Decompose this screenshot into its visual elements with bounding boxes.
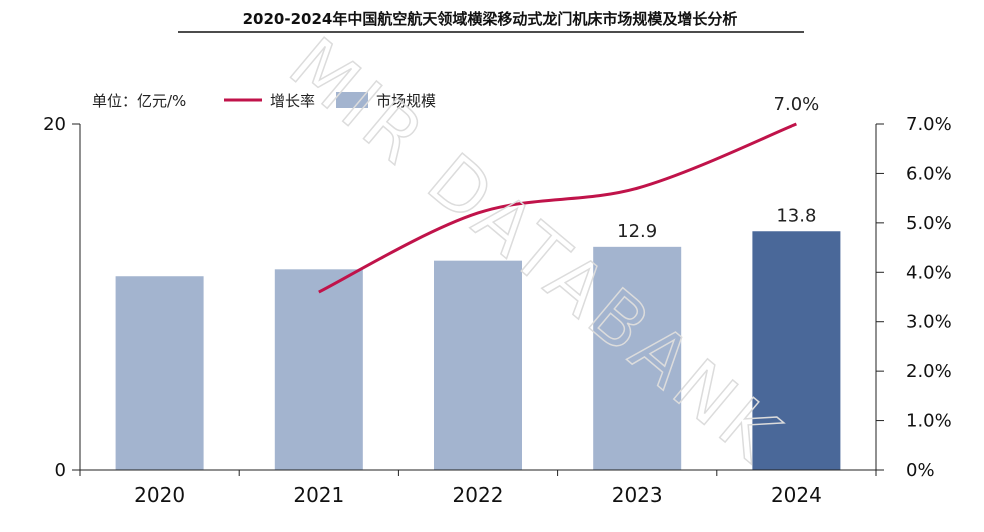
legend-bar-swatch (336, 92, 368, 108)
x-tick-label-2022: 2022 (453, 483, 504, 507)
line-data-label-2024: 7.0% (774, 94, 820, 115)
legend: 单位：亿元/% 增长率 市场规模 (92, 92, 436, 110)
right-tick-label: 7.0% (906, 114, 952, 135)
x-tick-label-2024: 2024 (771, 483, 822, 507)
x-axis-ticks: 2020 2021 2022 2023 2024 (79, 470, 877, 507)
bar-2020 (115, 276, 204, 470)
bar-2021 (274, 269, 363, 470)
left-tick-label: 0 (55, 460, 66, 481)
legend-growth-label: 增长率 (270, 92, 315, 110)
bar-data-label-2023: 12.9 (617, 221, 657, 242)
line-series (318, 122, 797, 294)
data-labels: 12.9 13.8 7.0% (617, 94, 819, 242)
bar-series (115, 231, 841, 470)
legend-market-label: 市场规模 (376, 92, 436, 110)
right-axis-ticks: 0% 1.0% 2.0% 3.0% 4.0% 5.0% 6.0% 7.0% (876, 114, 952, 481)
bar-2024 (752, 231, 841, 470)
right-tick-label: 0% (906, 460, 935, 481)
chart-title: 2020-2024年中国航空航天领域横梁移动式龙门机床市场规模及增长分析 (243, 10, 738, 28)
x-tick-label-2023: 2023 (612, 483, 663, 507)
x-tick-label-2020: 2020 (134, 483, 185, 507)
right-tick-label: 4.0% (906, 262, 952, 283)
x-tick-label-2021: 2021 (293, 483, 344, 507)
bar-2023 (593, 246, 682, 470)
unit-label: 单位：亿元/% (92, 92, 186, 110)
bar-2022 (434, 260, 522, 470)
right-tick-label: 3.0% (906, 312, 952, 333)
growth-rate-line (318, 122, 797, 294)
left-axis-ticks: 0 20 (43, 114, 80, 481)
bar-data-label-2024: 13.8 (776, 205, 816, 226)
right-tick-label: 2.0% (906, 361, 952, 382)
right-tick-label: 5.0% (906, 213, 952, 234)
right-tick-label: 1.0% (906, 411, 952, 432)
right-tick-label: 6.0% (906, 163, 952, 184)
left-tick-label: 20 (43, 114, 66, 135)
